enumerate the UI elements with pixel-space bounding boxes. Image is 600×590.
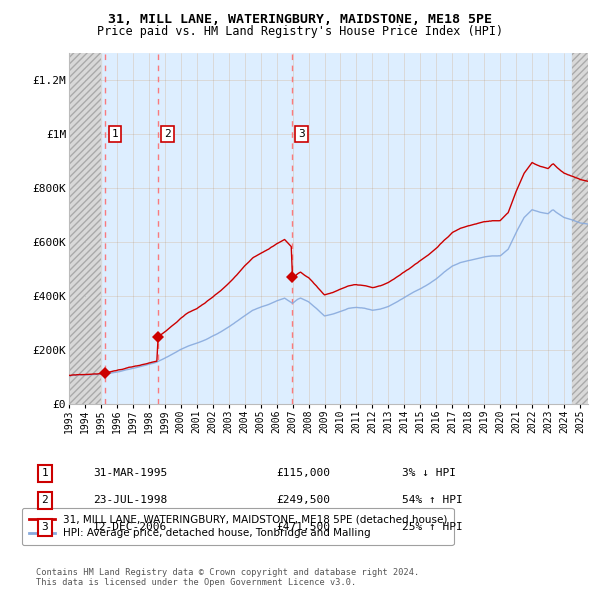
Text: Contains HM Land Registry data © Crown copyright and database right 2024.: Contains HM Land Registry data © Crown c… bbox=[36, 568, 419, 577]
Text: 2: 2 bbox=[41, 496, 49, 505]
Text: 3: 3 bbox=[41, 523, 49, 532]
Text: £249,500: £249,500 bbox=[276, 496, 330, 505]
Text: £471,500: £471,500 bbox=[276, 523, 330, 532]
Text: 2: 2 bbox=[164, 129, 171, 139]
Text: 31-MAR-1995: 31-MAR-1995 bbox=[93, 468, 167, 478]
Text: 12-DEC-2006: 12-DEC-2006 bbox=[93, 523, 167, 532]
Bar bbox=[69, 53, 101, 404]
Text: 23-JUL-1998: 23-JUL-1998 bbox=[93, 496, 167, 505]
Text: 1: 1 bbox=[41, 468, 49, 478]
Text: 54% ↑ HPI: 54% ↑ HPI bbox=[402, 496, 463, 505]
Text: 1: 1 bbox=[112, 129, 118, 139]
Text: £115,000: £115,000 bbox=[276, 468, 330, 478]
Text: 31, MILL LANE, WATERINGBURY, MAIDSTONE, ME18 5PE: 31, MILL LANE, WATERINGBURY, MAIDSTONE, … bbox=[108, 13, 492, 26]
Bar bbox=[69, 53, 101, 404]
Legend: 31, MILL LANE, WATERINGBURY, MAIDSTONE, ME18 5PE (detached house), HPI: Average : 31, MILL LANE, WATERINGBURY, MAIDSTONE, … bbox=[22, 508, 454, 545]
Text: 3: 3 bbox=[298, 129, 305, 139]
Text: Price paid vs. HM Land Registry's House Price Index (HPI): Price paid vs. HM Land Registry's House … bbox=[97, 25, 503, 38]
Text: 25% ↑ HPI: 25% ↑ HPI bbox=[402, 523, 463, 532]
Text: This data is licensed under the Open Government Licence v3.0.: This data is licensed under the Open Gov… bbox=[36, 578, 356, 587]
Text: 3% ↓ HPI: 3% ↓ HPI bbox=[402, 468, 456, 478]
Bar bbox=[572, 53, 588, 404]
Bar bbox=[572, 53, 588, 404]
